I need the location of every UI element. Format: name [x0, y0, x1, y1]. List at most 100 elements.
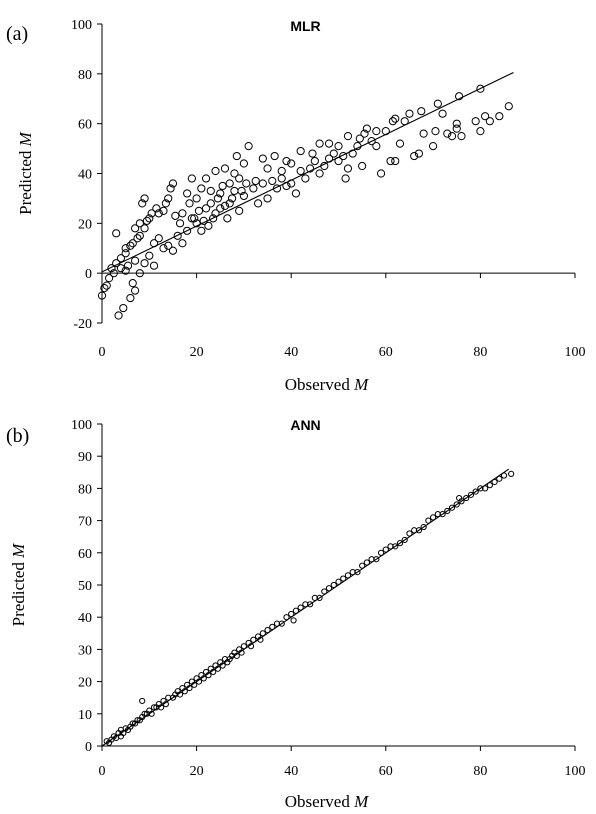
data-point — [315, 169, 324, 178]
data-point — [112, 229, 121, 238]
data-point — [388, 117, 397, 126]
data-point — [463, 494, 470, 502]
data-point — [306, 164, 315, 173]
data-point — [154, 234, 163, 243]
data-point — [142, 216, 152, 225]
data-point — [211, 166, 220, 176]
data-point — [97, 291, 107, 300]
data-point — [249, 184, 258, 193]
data-point — [406, 530, 413, 537]
data-point — [138, 199, 147, 208]
data-point — [472, 488, 479, 495]
y-tick-label: 0 — [85, 267, 92, 282]
data-point — [391, 156, 400, 166]
data-point — [447, 132, 457, 141]
data-point — [288, 610, 295, 618]
data-point — [232, 151, 241, 161]
data-point — [348, 149, 357, 158]
data-point — [287, 179, 296, 188]
data-point — [253, 199, 263, 208]
y-tick-label: 40 — [78, 611, 92, 626]
data-point — [485, 117, 494, 126]
data-point — [269, 623, 276, 630]
x-axis-label: Observed M — [285, 375, 369, 394]
data-point — [476, 84, 485, 93]
data-point — [242, 179, 251, 188]
data-point — [315, 139, 324, 148]
data-point — [495, 112, 504, 121]
data-point — [154, 209, 163, 218]
data-point — [444, 507, 451, 515]
data-point — [282, 156, 291, 166]
data-point — [321, 588, 328, 595]
data-point — [496, 475, 503, 482]
data-point — [278, 620, 285, 627]
data-point — [287, 159, 296, 168]
data-point — [395, 139, 405, 148]
data-point — [164, 241, 173, 250]
data-point — [244, 141, 253, 151]
data-point — [216, 189, 225, 198]
data-point — [135, 231, 144, 240]
data-point — [452, 124, 461, 133]
data-point — [259, 630, 266, 637]
data-point — [362, 124, 371, 133]
data-point — [223, 214, 232, 223]
data-point — [140, 259, 149, 268]
data-point — [353, 141, 362, 151]
data-point — [162, 701, 169, 708]
data-point — [250, 636, 257, 643]
data-point — [201, 204, 211, 213]
data-point — [185, 199, 194, 208]
data-point — [277, 166, 286, 176]
data-point — [175, 219, 185, 228]
y-tick-label: 20 — [78, 676, 92, 691]
chart-panel-b: (b) ANN 0 20 40 60 80 100 0 10 20 30 40 50 60 70 80 90 100… — [6, 417, 586, 811]
data-point — [239, 191, 248, 201]
data-point — [310, 156, 319, 166]
data-point — [140, 194, 149, 203]
data-point — [209, 214, 218, 223]
data-point — [131, 224, 140, 233]
data-point — [214, 665, 221, 672]
data-point — [417, 107, 426, 116]
data-point — [129, 720, 136, 727]
data-point — [199, 216, 208, 225]
y-tick-label: 20 — [78, 217, 92, 232]
data-point — [448, 504, 456, 511]
data-point — [367, 137, 376, 146]
x-tick-label: 20 — [190, 764, 204, 779]
data-point — [213, 194, 222, 203]
data-point — [308, 149, 317, 158]
data-point — [216, 204, 225, 213]
data-point — [359, 562, 366, 569]
data-point — [107, 264, 116, 273]
data-point — [126, 293, 135, 303]
data-point — [320, 161, 329, 171]
data-point — [400, 117, 409, 126]
data-point — [354, 569, 361, 576]
x-tick-label: 40 — [284, 345, 298, 360]
data-point — [239, 159, 248, 168]
data-point — [257, 636, 264, 643]
trendline — [101, 71, 514, 273]
data-point — [181, 688, 188, 695]
data-point — [355, 134, 364, 143]
data-point — [135, 219, 144, 228]
data-point — [194, 206, 204, 215]
data-point — [258, 154, 267, 163]
data-point — [116, 254, 126, 263]
x-tick-label: 100 — [565, 345, 586, 360]
data-point — [263, 164, 272, 173]
y-tick-label: 40 — [78, 168, 92, 183]
data-point — [227, 194, 237, 203]
data-point — [200, 675, 207, 682]
data-point — [343, 164, 353, 173]
data-point — [381, 127, 390, 136]
data-point — [121, 249, 130, 258]
data-point — [373, 556, 380, 563]
data-point — [166, 184, 175, 193]
data-point — [100, 284, 109, 293]
data-point — [211, 209, 220, 218]
